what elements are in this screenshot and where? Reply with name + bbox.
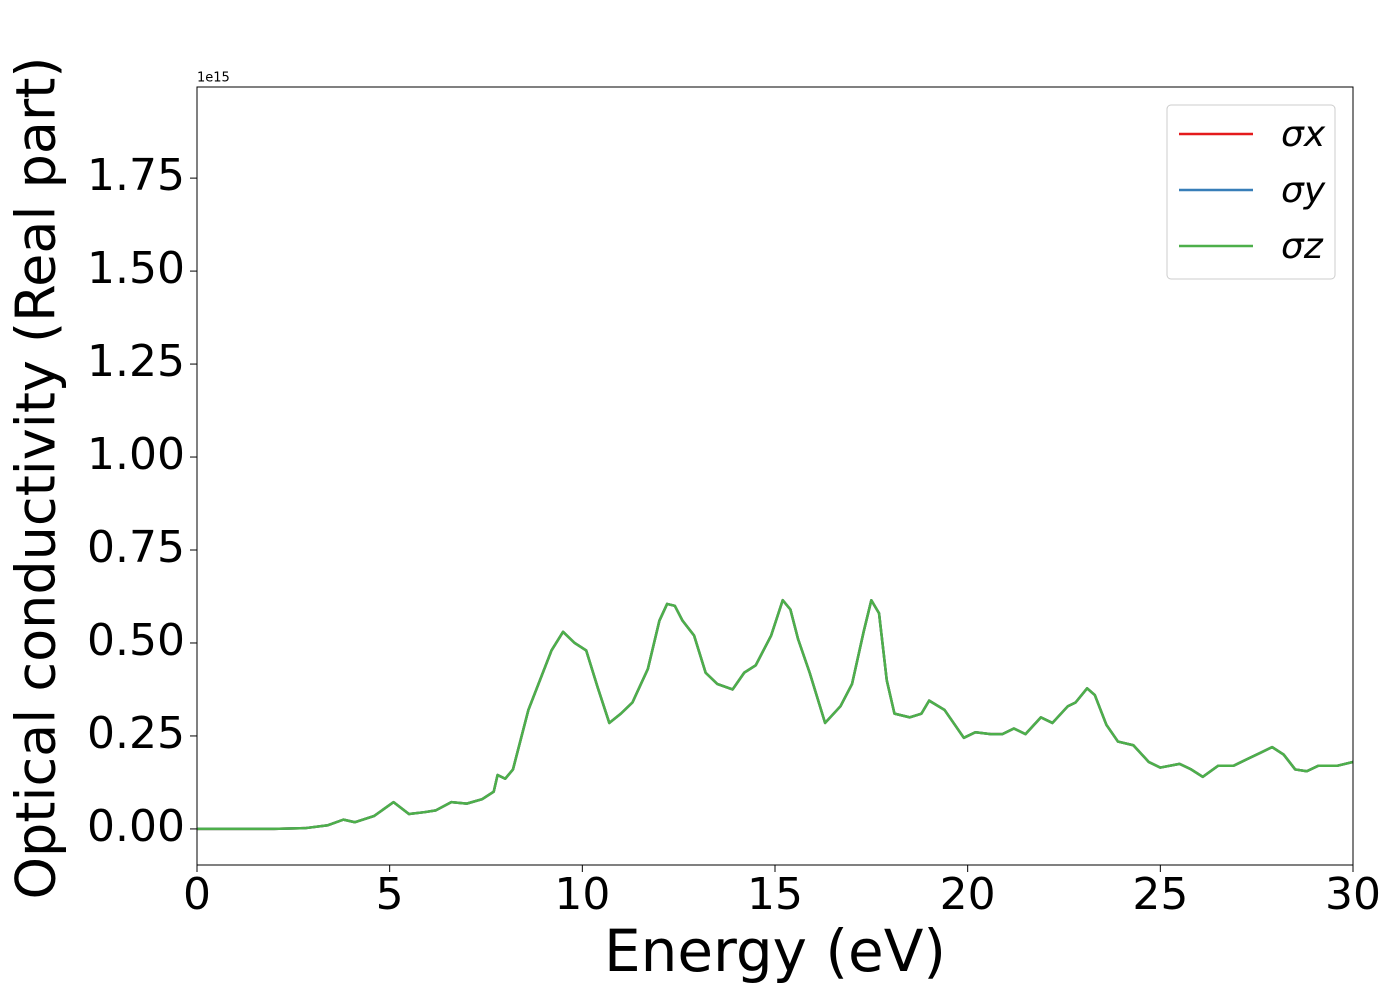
offset-text: 1e15 [197, 71, 230, 86]
legend-label: σz [1281, 226, 1324, 267]
y-tick-label: 0.50 [87, 615, 185, 666]
x-tick-label: 15 [747, 869, 803, 920]
y-tick-label: 1.00 [87, 429, 185, 480]
y-tick-label: 1.75 [87, 150, 185, 201]
plot-frame [196, 86, 1354, 866]
series-line [197, 598, 1353, 831]
x-tick-label: 5 [376, 869, 404, 920]
legend-label: σy [1281, 170, 1326, 211]
y-tick-label: 1.50 [87, 243, 185, 294]
x-tick-label: 20 [940, 869, 996, 920]
legend-label: σx [1281, 114, 1326, 155]
y-tick-label: 0.25 [87, 708, 185, 759]
x-tick-label: 25 [1132, 869, 1188, 920]
legend-box [1166, 104, 1336, 280]
x-tick-label: 30 [1325, 869, 1381, 920]
y-tick-label: 0.00 [87, 801, 185, 852]
x-axis-label: Energy (eV) [604, 917, 946, 985]
y-tick-label: 0.75 [87, 522, 185, 573]
x-tick-label: 10 [554, 869, 610, 920]
y-tick-label: 1.25 [87, 336, 185, 387]
x-tick-label: 0 [183, 869, 211, 920]
y-axis-label: Optical conductivity (Real part) [5, 57, 68, 900]
